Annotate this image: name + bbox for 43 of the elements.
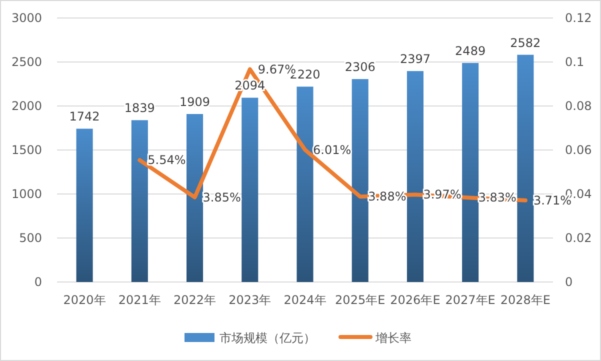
bar xyxy=(462,62,479,282)
bar xyxy=(296,86,314,282)
data-label: 1909 xyxy=(180,95,210,110)
data-label: 2397 xyxy=(400,52,430,66)
y2-tick-label: 0.02 xyxy=(565,231,592,245)
bar xyxy=(242,98,258,282)
bar xyxy=(352,79,368,282)
data-label: 3.85% xyxy=(202,190,241,204)
x-tick-label: 2021年 xyxy=(118,293,161,307)
x-tick-label: 2026年E xyxy=(390,293,440,307)
y-tick-label: 1000 xyxy=(11,187,42,201)
y-tick-label: 0 xyxy=(34,275,42,289)
data-label: 2582 xyxy=(510,36,541,50)
data-label: 5.54% xyxy=(148,153,186,168)
y-tick-label: 3000 xyxy=(11,11,42,25)
data-label: 6.01% xyxy=(313,142,352,157)
x-tick-label: 2022年 xyxy=(174,293,216,307)
legend-label: 市场规模（亿元） xyxy=(220,331,316,345)
bar xyxy=(186,114,204,282)
x-tick-label: 2027年E xyxy=(445,293,496,307)
x-tick-label: 2023年 xyxy=(228,293,272,307)
y2-tick-label: 0.12 xyxy=(565,11,592,25)
data-label: 2306 xyxy=(344,60,376,74)
x-tick-label: 2028年E xyxy=(500,293,551,307)
bar xyxy=(131,120,148,282)
data-label: 1839 xyxy=(124,101,155,116)
data-label: 1742 xyxy=(69,110,100,124)
x-tick-label: 2025年E xyxy=(335,293,386,307)
bar xyxy=(406,71,424,282)
y2-tick-label: 0 xyxy=(565,275,573,289)
bar xyxy=(517,54,534,282)
data-label: 2489 xyxy=(455,44,486,58)
y2-tick-label: 0.08 xyxy=(565,99,592,113)
y2-tick-label: 0.1 xyxy=(565,55,584,69)
x-tick-label: 2020年 xyxy=(63,293,106,307)
bar xyxy=(76,128,93,282)
legend-label: 增长率 xyxy=(374,331,412,345)
y-tick-label: 2500 xyxy=(11,55,42,69)
y-tick-label: 500 xyxy=(19,231,42,245)
y-tick-label: 1500 xyxy=(11,143,42,157)
y-tick-label: 2000 xyxy=(11,99,42,113)
x-tick-label: 2024年 xyxy=(284,293,326,307)
y2-tick-label: 0.06 xyxy=(565,143,592,157)
